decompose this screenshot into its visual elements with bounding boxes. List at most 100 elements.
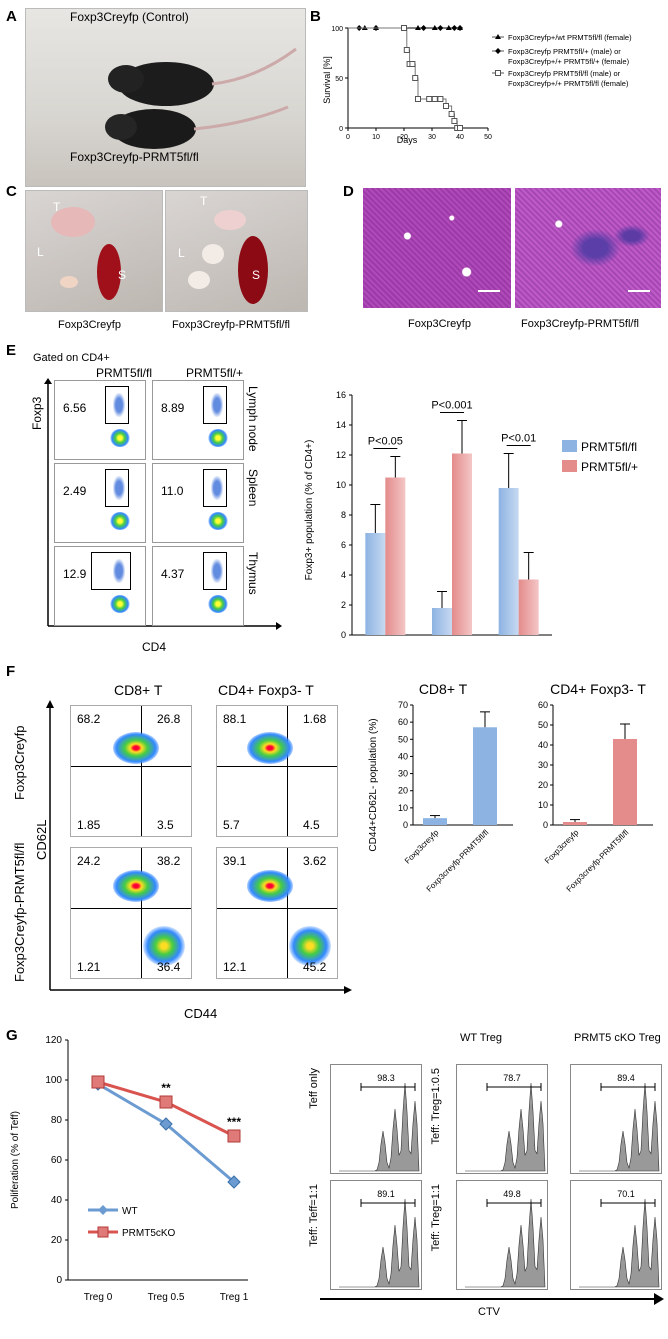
cell-cluster <box>110 429 130 447</box>
g-point <box>159 1095 173 1109</box>
f-quadrant-value: 5.7 <box>223 818 240 832</box>
flow-plot: 11.0 <box>152 463 244 543</box>
organ-s-right: S <box>252 268 261 282</box>
g-line-chart: Poliferation (% of Teff) 0 20 40 60 80 100 120… <box>10 1035 249 1303</box>
gate-cells <box>211 393 223 417</box>
e-legend-label: PRMT5fl/fl <box>581 440 637 454</box>
histogram-curve <box>579 1082 660 1172</box>
f-quadrant-value: 24.2 <box>77 854 101 868</box>
gated-label: Gated on CD4+ <box>33 352 110 364</box>
scale-bar-left <box>478 290 500 292</box>
ctv-axis-arrow <box>654 1293 664 1305</box>
survival-legend-entry: Foxp3Creyfp+/wt PRMT5fl/fl (female) <box>508 33 632 42</box>
histogram-svg: 89.1 <box>339 1189 420 1288</box>
histogram-plot: 70.1 <box>570 1180 662 1290</box>
panel-letter-g: G <box>6 1027 18 1044</box>
legend-marker <box>495 70 501 76</box>
f-col2-label: CD4+ Foxp3- T <box>218 682 314 698</box>
f-gate-vertical <box>140 706 142 836</box>
panel-letter-d: D <box>343 183 354 200</box>
flow-plot: 8.89 <box>152 380 244 460</box>
g-x-category: Treg 1 <box>220 1292 249 1303</box>
e-bar-y-tick-label: 0 <box>341 630 346 640</box>
e-bar-chart: Foxp3+ population (% of CD4+) 0 2 4 6 8 10 12 1… <box>304 390 638 645</box>
cell-cluster <box>110 595 130 613</box>
f-bar-category: Foxp3creyfp <box>543 828 581 866</box>
f-gate-vertical <box>140 848 142 978</box>
histogram-curve <box>465 1198 546 1288</box>
f-bar <box>473 727 497 825</box>
survival-point <box>437 96 444 102</box>
survival-point <box>431 96 438 102</box>
f-quadrant-value: 39.1 <box>223 854 247 868</box>
f-flow-grid: 68.2 26.8 1.85 3.5 88.1 1.68 5.7 4.5 24.2 38.2 1.2… <box>58 705 348 987</box>
e-bar <box>432 608 452 635</box>
f-flow-plot: 68.2 26.8 1.85 3.5 <box>70 705 192 837</box>
histology-ko <box>515 188 661 308</box>
f-gate-horizontal <box>217 765 337 767</box>
flow-plot: 6.56 <box>54 380 146 460</box>
histogram-plot: 78.7 <box>456 1064 548 1174</box>
f-bar-category: Foxp3creyfp <box>403 828 441 866</box>
mice-photo <box>25 8 306 187</box>
hist-row-label: Teff: Treg=1:1 <box>430 1184 442 1252</box>
histogram-plot: 49.8 <box>456 1180 548 1290</box>
d-left-label: Foxp3Creyfp <box>408 318 471 330</box>
histogram-percent: 78.7 <box>503 1073 521 1083</box>
f-bar-chart-cd8: CD8+ T CD44+CD62L- population (%) 0 10 20 3… <box>368 681 513 894</box>
f-quadrant-value: 1.68 <box>303 712 327 726</box>
e-flow-grid: 6.56 8.89 Lymph node 2.49 11.0 Spleen 12.9 4.37… <box>54 380 282 626</box>
f-quadrant-value: 68.2 <box>77 712 101 726</box>
survival-x-tick-label: 20 <box>400 134 408 141</box>
survival-point <box>403 47 410 53</box>
f-gate-horizontal <box>71 907 191 909</box>
f-cell-cluster-2 <box>143 926 185 966</box>
histogram-svg: 49.8 <box>465 1189 546 1288</box>
f-bar <box>423 818 447 825</box>
histogram-curve <box>339 1198 420 1288</box>
hist-col-title: PRMT5 cKO Treg <box>574 1032 661 1044</box>
histogram-plot: 89.4 <box>570 1064 662 1174</box>
survival-x-tick-label: 10 <box>372 134 380 141</box>
g-y-tick-label: 120 <box>45 1035 62 1046</box>
f-flow-plot: 24.2 38.2 1.21 36.4 <box>70 847 192 979</box>
cell-cluster <box>208 512 228 530</box>
histogram-percent: 89.4 <box>617 1073 635 1083</box>
survival-point <box>457 125 463 131</box>
g-y-tick-label: 100 <box>45 1075 62 1086</box>
ko-label: Foxp3Creyfp-PRMT5fl/fl <box>70 150 199 164</box>
e-bar-y-tick-label: 16 <box>336 390 346 400</box>
f-bar-y-tick-label: 40 <box>538 740 548 750</box>
survival-x-tick-label: 0 <box>346 134 350 141</box>
tissue-label: Thymus <box>246 552 260 595</box>
e-sig-pvalue: P<0.001 <box>431 400 472 412</box>
gate-cells <box>113 559 125 583</box>
f-cell-cluster <box>113 870 159 902</box>
f-xaxis-label: CD44 <box>184 1006 218 1021</box>
gate-box <box>203 469 227 507</box>
f-bar-y-tick-label: 10 <box>398 803 408 813</box>
survival-line-2 <box>348 27 460 129</box>
e-bar-category: SP <box>446 644 458 645</box>
histogram-plot: 89.1 <box>330 1180 422 1290</box>
f-bar-y-tick-label: 60 <box>538 700 548 710</box>
f-cell-cluster <box>247 870 293 902</box>
e-bar-y-tick-label: 12 <box>336 450 346 460</box>
e-bar-y-tick-label: 2 <box>341 600 346 610</box>
g-point <box>227 1129 241 1143</box>
gate-box <box>203 386 227 424</box>
g-y-tick-label: 40 <box>51 1195 63 1206</box>
g-y-tick-label: 80 <box>51 1115 63 1126</box>
gate-cells <box>211 476 223 500</box>
flow-plot: 2.49 <box>54 463 146 543</box>
f-cell-cluster <box>247 732 293 764</box>
e-sig-pvalue: P<0.01 <box>501 433 536 445</box>
f-row1-label: Foxp3Creyfp <box>12 725 27 800</box>
g-ylabel: Poliferation (% of Teff) <box>10 1111 21 1209</box>
hist-row-label: Teff: Teff=1:1 <box>308 1184 320 1247</box>
ctv-axis-line <box>320 1298 660 1300</box>
e-xaxis-label: CD4 <box>142 640 167 654</box>
panel-letter-f: F <box>6 663 16 680</box>
survival-ylabel: Survival [%] <box>322 56 332 104</box>
g-y-tick-label: 0 <box>56 1275 62 1286</box>
